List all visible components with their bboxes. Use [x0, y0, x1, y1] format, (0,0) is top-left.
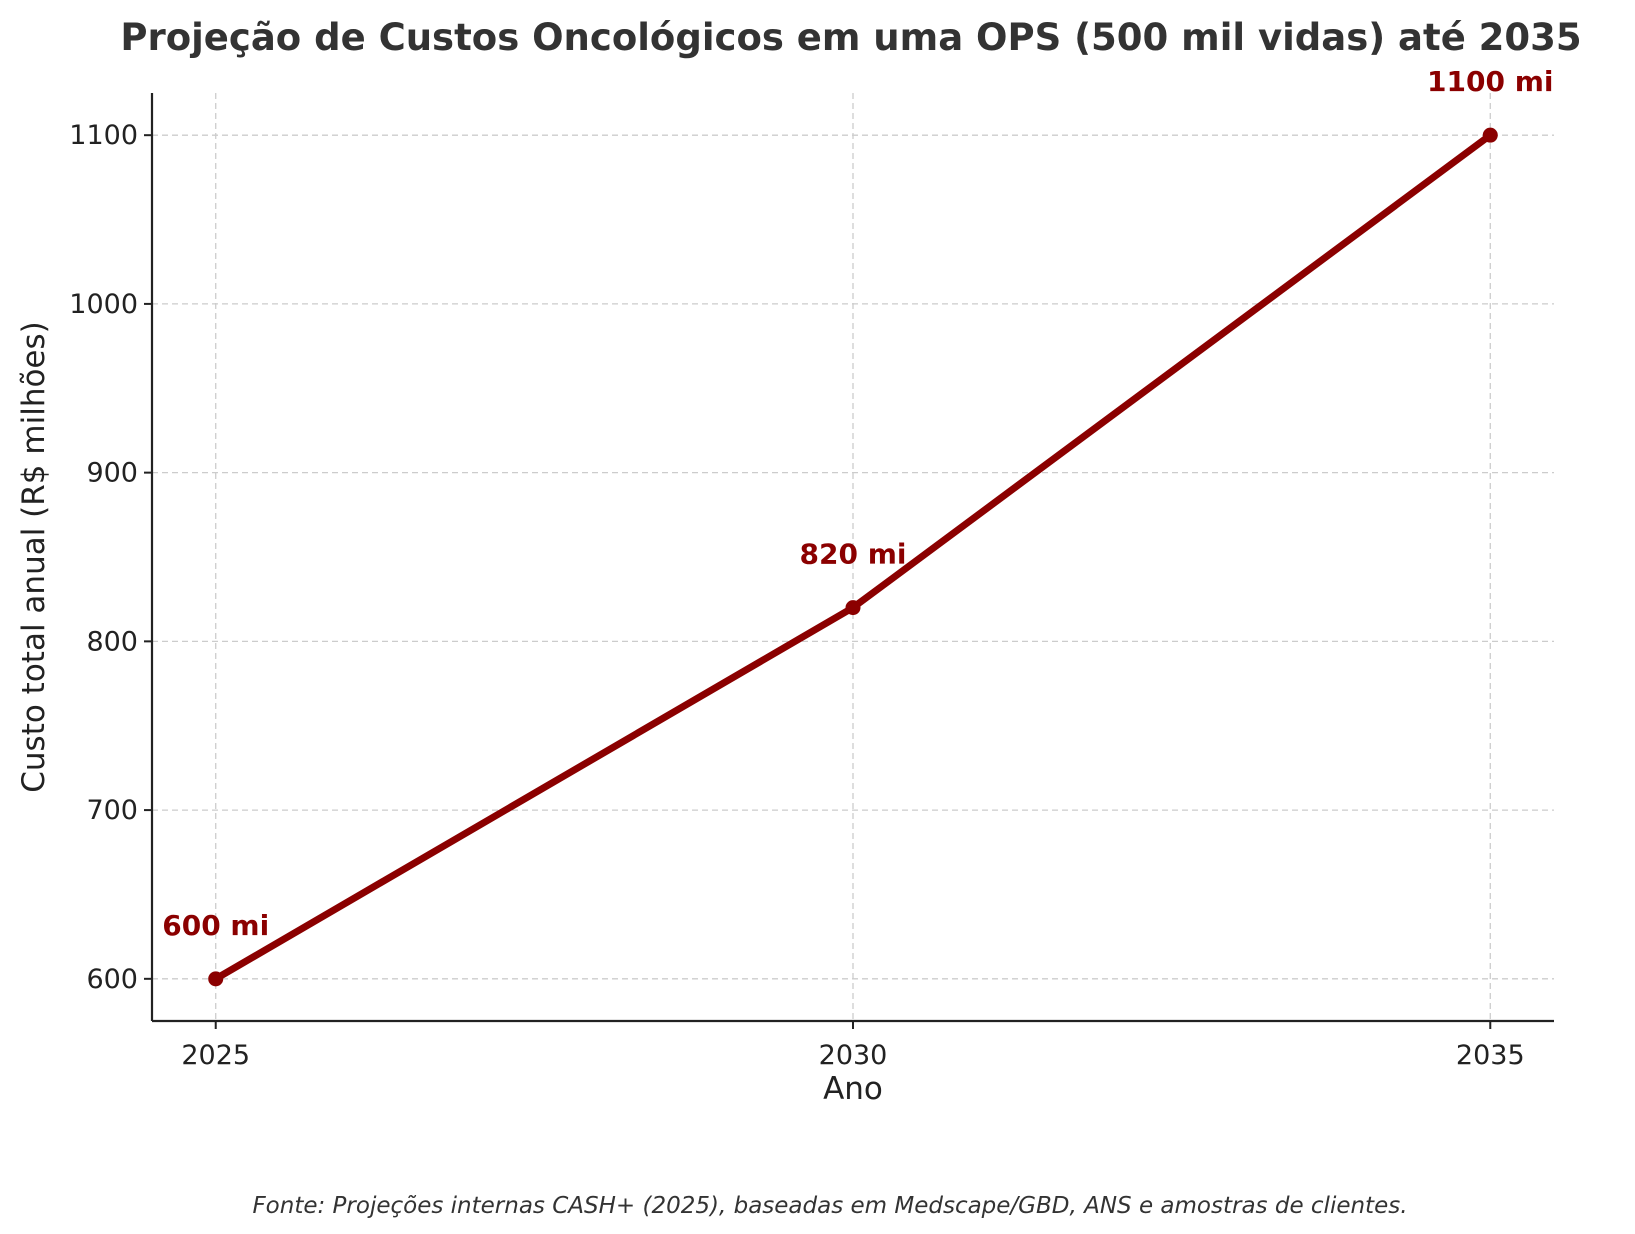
- data-labels: 600 mi 820 mi 1100 mi: [162, 65, 1553, 942]
- x-axis-label: Ano: [823, 1071, 883, 1107]
- data-series: [208, 127, 1498, 987]
- y-tick-label: 1000: [69, 289, 138, 320]
- x-tick-label: 2025: [181, 1040, 250, 1071]
- y-tick-label: 1100: [69, 120, 138, 151]
- data-point: [845, 600, 861, 616]
- y-tick-label: 700: [86, 795, 138, 826]
- x-axis-ticks: 2025 2030 2035: [181, 1021, 1525, 1071]
- y-tick-label: 600: [86, 964, 138, 995]
- grid-lines: [152, 93, 1554, 1021]
- data-label: 1100 mi: [1427, 65, 1553, 98]
- y-tick-label: 800: [86, 626, 138, 657]
- y-axis-label: Custo total anual (R$ milhões): [16, 321, 52, 792]
- data-point: [1482, 127, 1498, 143]
- y-axis-ticks: 600 700 800 900 1000 1100: [69, 120, 152, 995]
- x-tick-label: 2035: [1456, 1040, 1525, 1071]
- data-label: 820 mi: [800, 538, 907, 571]
- chart-title: Projeção de Custos Oncológicos em uma OP…: [120, 16, 1581, 59]
- data-label: 600 mi: [162, 909, 269, 942]
- y-tick-label: 900: [86, 458, 138, 489]
- data-point: [208, 971, 224, 987]
- x-tick-label: 2030: [819, 1040, 888, 1071]
- source-note: Fonte: Projeções internas CASH+ (2025), …: [252, 1193, 1407, 1219]
